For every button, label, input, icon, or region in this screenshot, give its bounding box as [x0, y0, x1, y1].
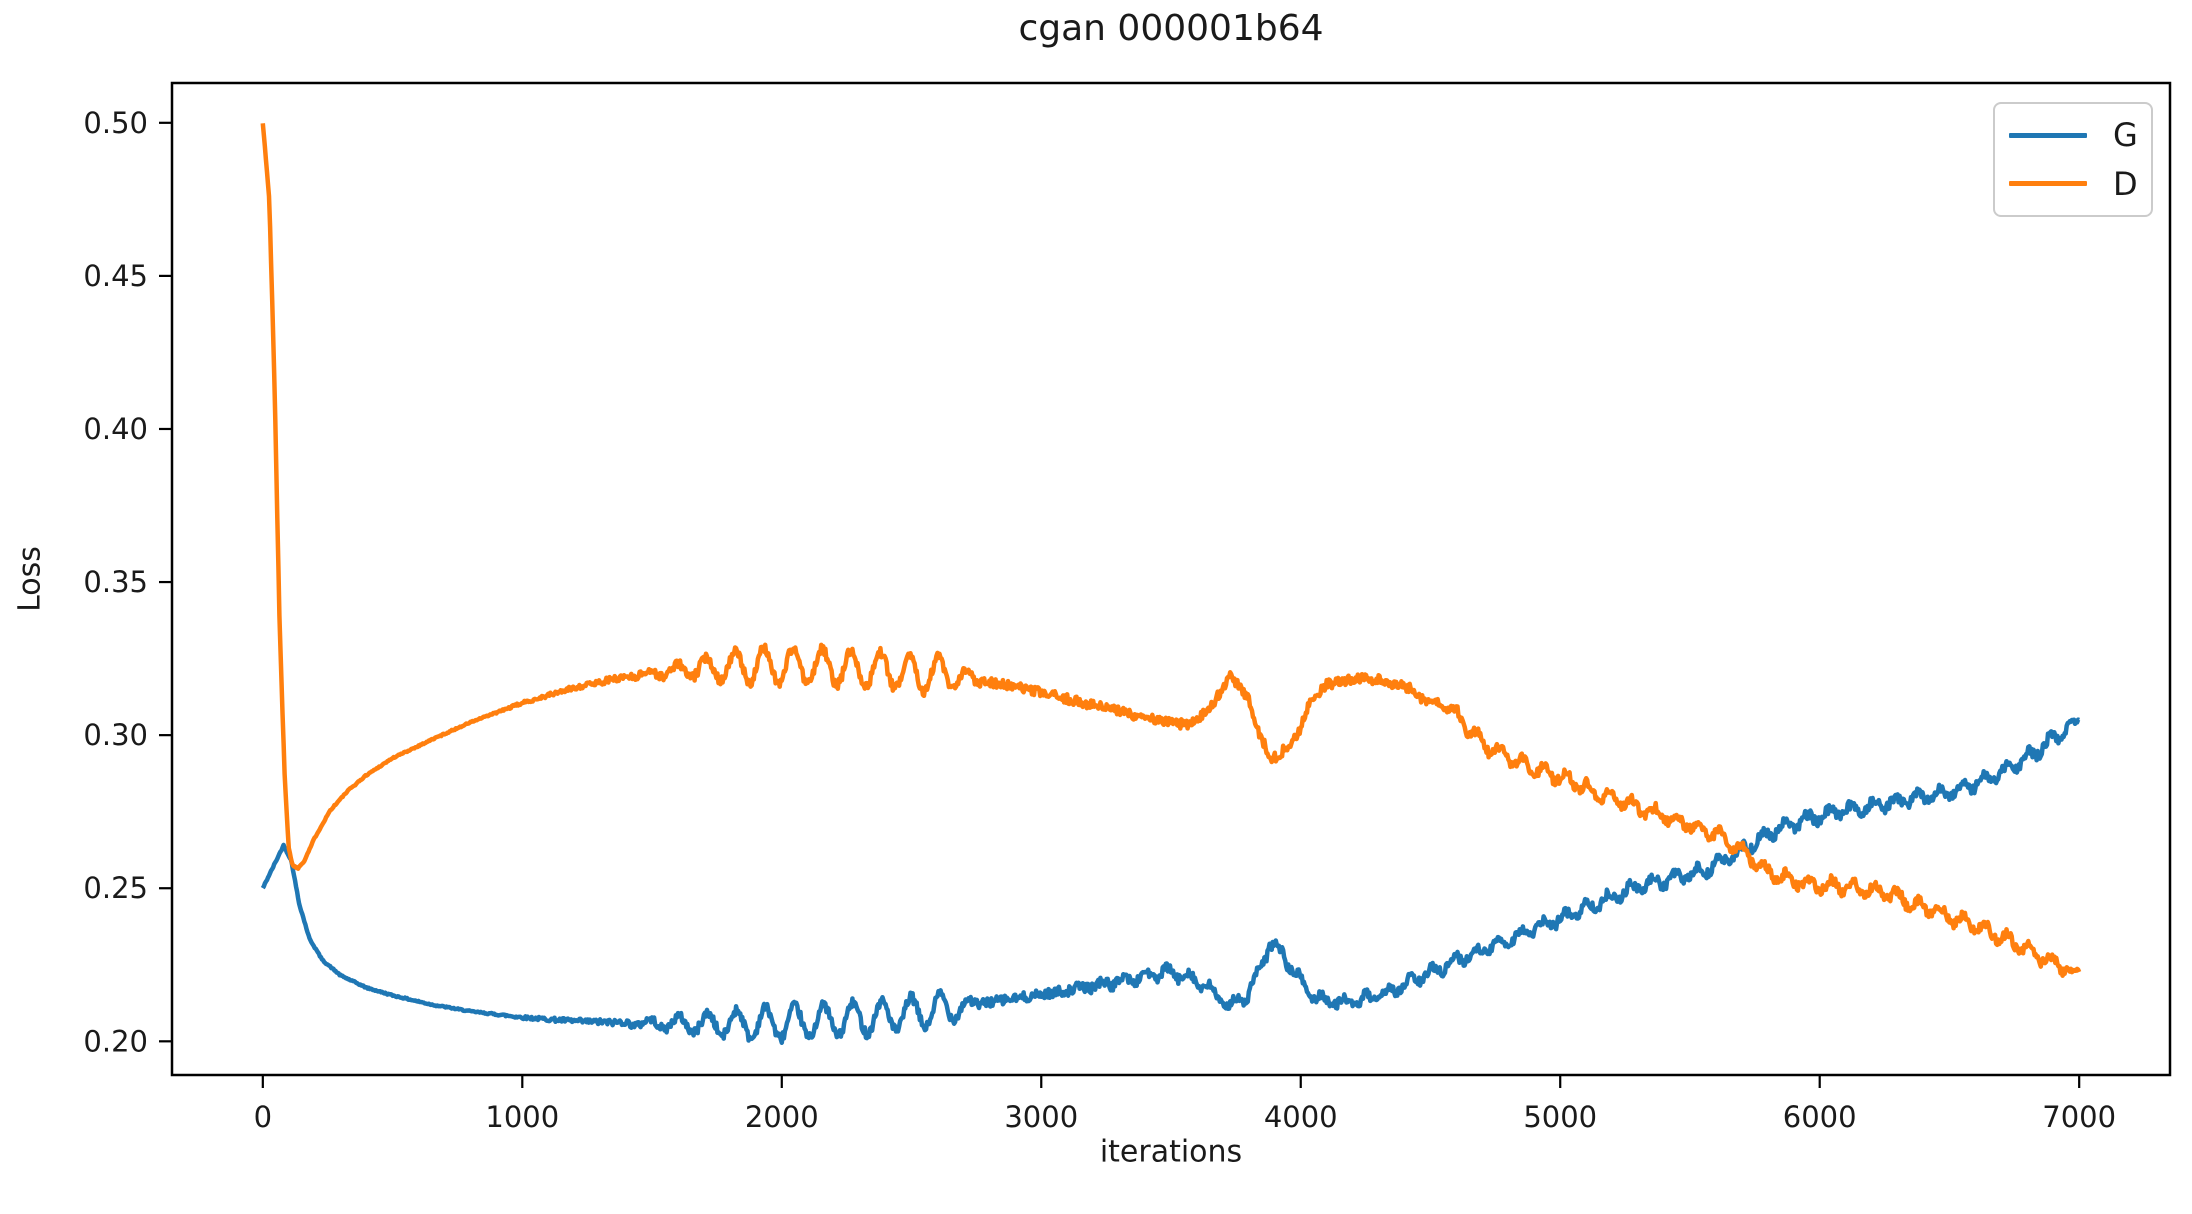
y-tick-label: 0.40 — [83, 412, 148, 446]
legend-item-D: D — [2005, 165, 2141, 203]
x-tick-label: 7000 — [2042, 1100, 2116, 1134]
legend: G D — [1993, 102, 2153, 217]
legend-line-G-icon — [2009, 132, 2087, 138]
y-tick-label: 0.35 — [83, 565, 148, 599]
y-tick-label: 0.30 — [83, 718, 148, 752]
chart-title: cgan 000001b64 — [1018, 8, 1324, 49]
x-tick-label: 6000 — [1783, 1100, 1857, 1134]
x-tick-label: 2000 — [745, 1100, 819, 1134]
series-D-line — [260, 123, 2082, 978]
x-tick-label: 4000 — [1264, 1100, 1338, 1134]
plot-border — [170, 81, 2172, 1077]
x-axis-label: iterations — [1099, 1134, 1243, 1170]
x-tick-label: 1000 — [485, 1100, 559, 1134]
y-tick-label: 0.45 — [83, 259, 148, 293]
legend-label-D: D — [2113, 164, 2138, 203]
y-tick-label: 0.20 — [83, 1024, 148, 1058]
x-tick-label: 5000 — [1523, 1100, 1597, 1134]
legend-item-G: G — [2005, 116, 2141, 154]
y-tick-label: 0.50 — [83, 106, 148, 140]
legend-label-G: G — [2113, 116, 2138, 155]
x-tick-label: 0 — [254, 1100, 272, 1134]
series-G-line — [260, 717, 2081, 1046]
legend-line-D-icon — [2009, 181, 2087, 187]
y-tick-label: 0.25 — [83, 871, 148, 905]
x-tick-label: 3000 — [1004, 1100, 1078, 1134]
y-axis-label: Loss — [12, 546, 48, 612]
